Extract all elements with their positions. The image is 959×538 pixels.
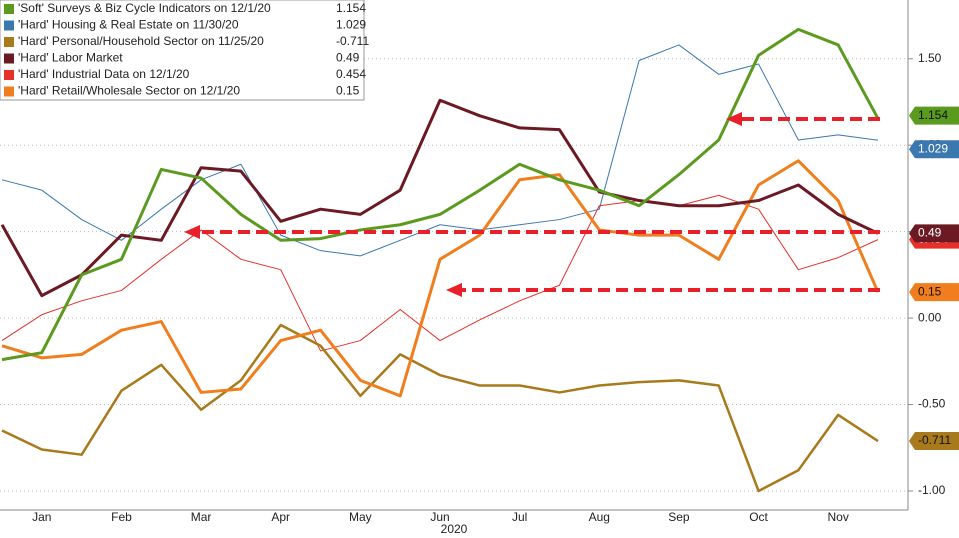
value-tag-label: -0.711 [918,433,951,447]
legend-swatch [4,4,14,14]
x-axis-label: 2020 [441,522,468,536]
series-line [1,27,880,362]
legend: 'Soft' Surveys & Biz Cycle Indicators on… [0,0,369,101]
legend-swatch [4,20,14,31]
x-tick-label: Jan [32,510,51,524]
series-line [0,98,879,298]
legend-value: 0.15 [336,84,360,98]
y-tick-label: -1.00 [918,483,946,497]
value-tag [909,283,959,302]
y-tick-label: 0.00 [918,310,942,324]
x-tick-label: Jul [512,510,527,524]
legend-swatch [4,70,14,80]
legend-swatch [4,37,14,47]
legend-label: 'Soft' Surveys & Biz Cycle Indicators on… [18,1,271,15]
legend-swatch [4,53,14,64]
value-tag [909,140,959,159]
series-line [1,159,880,398]
plot-lines [0,27,880,493]
arrow-head [726,112,742,126]
y-tick-label: -0.50 [918,397,946,411]
x-tick-label: Nov [828,510,849,524]
legend-value: -0.711 [336,34,369,48]
legend-label: 'Hard' Personal/Household Sector on 11/2… [18,34,264,48]
legend-box [0,0,365,101]
legend-label: 'Hard' Industrial Data on 12/1/20 [18,67,190,81]
legend-swatch [4,86,14,97]
y-tick-label: 1.50 [918,51,942,65]
value-tag-label: 1.029 [918,141,948,155]
x-tick-label: Apr [271,510,290,524]
x-tick-label: Feb [111,510,132,524]
x-tick-label: May [349,510,372,524]
series-line [1,323,879,493]
legend-value: 0.454 [336,67,366,81]
annotation-arrows [184,112,880,297]
x-tick-label: Jun [430,510,449,524]
axis: 1.501.000.500.00-0.50-1.00JanFebMarAprMa… [32,51,959,524]
value-tag-label: 0.15 [918,284,942,298]
x-tick-label: Aug [589,510,610,524]
x-tick-label: Oct [749,510,768,524]
series-line [1,44,879,257]
legend-value: 1.029 [336,18,366,32]
value-tag [909,432,959,451]
legend-label: 'Hard' Housing & Real Estate on 11/30/20 [18,18,239,32]
value-tag-label: 1.154 [918,108,948,122]
arrow-head [184,225,200,239]
legend-value: 1.154 [336,1,366,15]
x-tick-label: Sep [668,510,690,524]
value-tag [909,224,959,243]
x-tick-label: Mar [191,510,212,524]
value-tag [909,106,959,125]
series-line [1,194,879,352]
arrow-head [446,283,462,297]
legend-label: 'Hard' Retail/Wholesale Sector on 12/1/2… [18,84,240,98]
value-tag-label: 0.49 [918,226,942,240]
legend-value: 0.49 [336,51,360,65]
legend-label: 'Hard' Labor Market [18,51,123,65]
